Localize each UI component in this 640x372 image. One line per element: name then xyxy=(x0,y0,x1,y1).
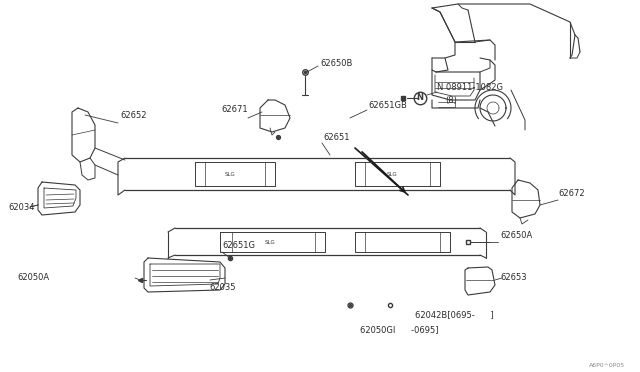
Text: 62651G: 62651G xyxy=(222,241,255,250)
Text: 62050GI      -0695]: 62050GI -0695] xyxy=(360,326,438,334)
Text: 62042B[0695-      ]: 62042B[0695- ] xyxy=(415,311,493,320)
Text: A6P0^0P05: A6P0^0P05 xyxy=(589,363,625,368)
Text: 62650B: 62650B xyxy=(320,60,353,68)
Text: 62652: 62652 xyxy=(120,110,147,119)
Text: SLG: SLG xyxy=(225,171,236,176)
Text: 62034: 62034 xyxy=(8,202,35,212)
Text: 62035: 62035 xyxy=(209,282,236,292)
Text: 62650A: 62650A xyxy=(500,231,532,241)
Text: SLG: SLG xyxy=(387,171,397,176)
Text: 62653: 62653 xyxy=(500,273,527,282)
Text: 62671: 62671 xyxy=(221,106,248,115)
Text: 62651GB: 62651GB xyxy=(368,100,407,109)
Text: 62672: 62672 xyxy=(558,189,584,199)
Text: 62050A: 62050A xyxy=(18,273,50,282)
Text: (8): (8) xyxy=(445,96,457,105)
Text: 62651: 62651 xyxy=(323,132,349,141)
Text: N 08911-1082G: N 08911-1082G xyxy=(437,83,503,93)
Text: SLG: SLG xyxy=(264,240,275,244)
Text: N: N xyxy=(417,93,424,103)
